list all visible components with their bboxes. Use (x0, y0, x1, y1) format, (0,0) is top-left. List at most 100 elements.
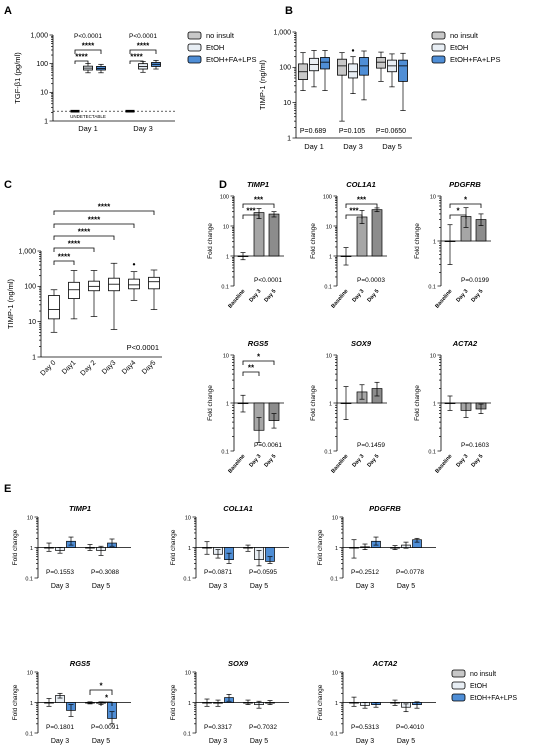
x-tick-label: Day 3 (351, 288, 365, 303)
x-tick-label: Day 2 (80, 359, 98, 377)
p-value: P=0.0199 (461, 277, 489, 284)
p-value: P=0.4010 (396, 724, 424, 731)
significance-stars: **** (82, 42, 95, 51)
y-axis-label: Fold change (170, 684, 177, 720)
outlier-point (132, 263, 136, 266)
significance-bracket (53, 210, 155, 215)
subplot-title-col1a1: COL1A1 (346, 180, 376, 189)
x-tick-label: Day 5 (263, 453, 277, 468)
x-tick-label: Day 3 (356, 738, 374, 745)
y-tick-label: 0.1 (428, 284, 436, 290)
p-value: P=0.0871 (204, 569, 232, 576)
subplot-title-acta2: ACTA2 (372, 659, 398, 668)
box-day (128, 278, 140, 290)
x-tick-label: Day 5 (92, 738, 110, 745)
x-tick-label: Day 1 (78, 124, 98, 133)
x-tick-label: Day 3 (351, 453, 365, 468)
y-axis-label: Fold change (207, 385, 214, 421)
y-tick-label: 1 (32, 354, 36, 361)
x-tick-label: Day 3 (51, 738, 69, 745)
legend-label-etoh-fa-lps: EtOH+FA+LPS (470, 695, 517, 702)
y-tick-label: 10 (28, 319, 36, 326)
box-no-insult (337, 58, 347, 76)
y-axis-label: Fold change (414, 223, 421, 259)
y-tick-label: 1 (433, 401, 436, 407)
significance-bracket (74, 49, 102, 54)
p-value: P=0.0595 (249, 569, 277, 576)
box-no-insult (376, 57, 386, 69)
box-day (68, 281, 80, 299)
y-tick-label: 1 (188, 546, 191, 552)
p-value: P=0.1459 (357, 442, 385, 449)
y-tick-label: 0.1 (221, 449, 229, 455)
y-axis-label: Fold change (317, 529, 324, 565)
x-tick-label: Baseline (227, 453, 246, 474)
subplot-title-timp1: TIMP1 (247, 180, 269, 189)
legend-label-no-insult: no insult (450, 31, 479, 40)
y-tick-label: 10 (326, 224, 332, 230)
y-axis-label: Fold change (317, 684, 324, 720)
significance-stars: **** (137, 42, 150, 51)
x-tick-label: Day 5 (470, 453, 484, 468)
subplot-title-rgs5: RGS5 (70, 659, 91, 668)
y-axis-label: TIMP-1 (ng/ml) (258, 60, 267, 111)
y-tick-label: 10 (185, 670, 191, 676)
y-tick-label: 0.1 (330, 576, 338, 582)
legend-label-etoh-fa-lps: EtOH+FA+LPS (450, 55, 500, 64)
legend-label-etoh: EtOH (450, 43, 468, 52)
p-value: P=0.0778 (396, 569, 424, 576)
undetectable-label: UNDETECTABLE (70, 114, 106, 119)
legend-label-no-insult: no insult (470, 671, 496, 678)
y-axis-label: Fold change (12, 684, 19, 720)
y-tick-label: 10 (283, 100, 291, 107)
p-value: P<0.0001 (74, 33, 102, 40)
x-tick-label: Day 5 (263, 288, 277, 303)
significance-bracket (53, 235, 115, 240)
y-tick-label: 1 (335, 546, 338, 552)
significance-stars: * (464, 196, 468, 205)
panel-letter: C (4, 179, 12, 191)
y-tick-label: 1 (329, 401, 332, 407)
legend-label-no-insult: no insult (206, 31, 235, 40)
x-tick-label: Baseline (227, 288, 246, 309)
panel-letter: B (285, 5, 293, 17)
x-tick-label: Day 5 (470, 288, 484, 303)
significance-stars: *** (357, 196, 367, 205)
y-axis-label: Fold change (414, 385, 421, 421)
x-tick-label: Day 5 (366, 453, 380, 468)
legend-swatch-no-insult (451, 669, 466, 678)
subplot-title-rgs5: RGS5 (248, 339, 269, 348)
significance-bracket (53, 223, 135, 228)
legend-swatch-etoh (187, 43, 202, 52)
y-tick-label: 1 (433, 239, 436, 245)
y-tick-label: 0.1 (428, 449, 436, 455)
significance-stars: * (257, 353, 261, 362)
legend-swatch-etoh-fa-lps (431, 55, 446, 64)
x-tick-label: Day 3 (356, 583, 374, 590)
y-tick-label: 100 (36, 61, 48, 68)
y-tick-label: 0.1 (183, 576, 191, 582)
significance-bracket (242, 214, 260, 219)
box-day (148, 276, 160, 290)
p-value: P=0.0061 (254, 442, 282, 449)
bar-timp1 (253, 212, 265, 257)
x-tick-label: Baseline (434, 453, 453, 474)
x-tick-label: Day 3 (343, 142, 363, 151)
y-tick-label: 0.1 (221, 284, 229, 290)
significance-bracket (242, 360, 275, 365)
y-tick-label: 0.1 (330, 731, 338, 737)
x-tick-label: Day 5 (250, 738, 268, 745)
significance-stars: * (105, 694, 109, 703)
significance-stars: **** (58, 253, 71, 262)
significance-stars: *** (246, 207, 256, 216)
legend-swatch-no-insult (431, 31, 446, 40)
y-axis-label: Fold change (207, 223, 214, 259)
legend-swatch-etoh (451, 681, 466, 690)
p-value: P=0.689 (300, 128, 326, 135)
y-tick-label: 10 (185, 515, 191, 521)
panel-letter: D (219, 179, 227, 191)
x-tick-label: Day 3 (51, 583, 69, 590)
bar-timp1 (268, 213, 280, 257)
x-tick-label: Day 5 (397, 583, 415, 590)
